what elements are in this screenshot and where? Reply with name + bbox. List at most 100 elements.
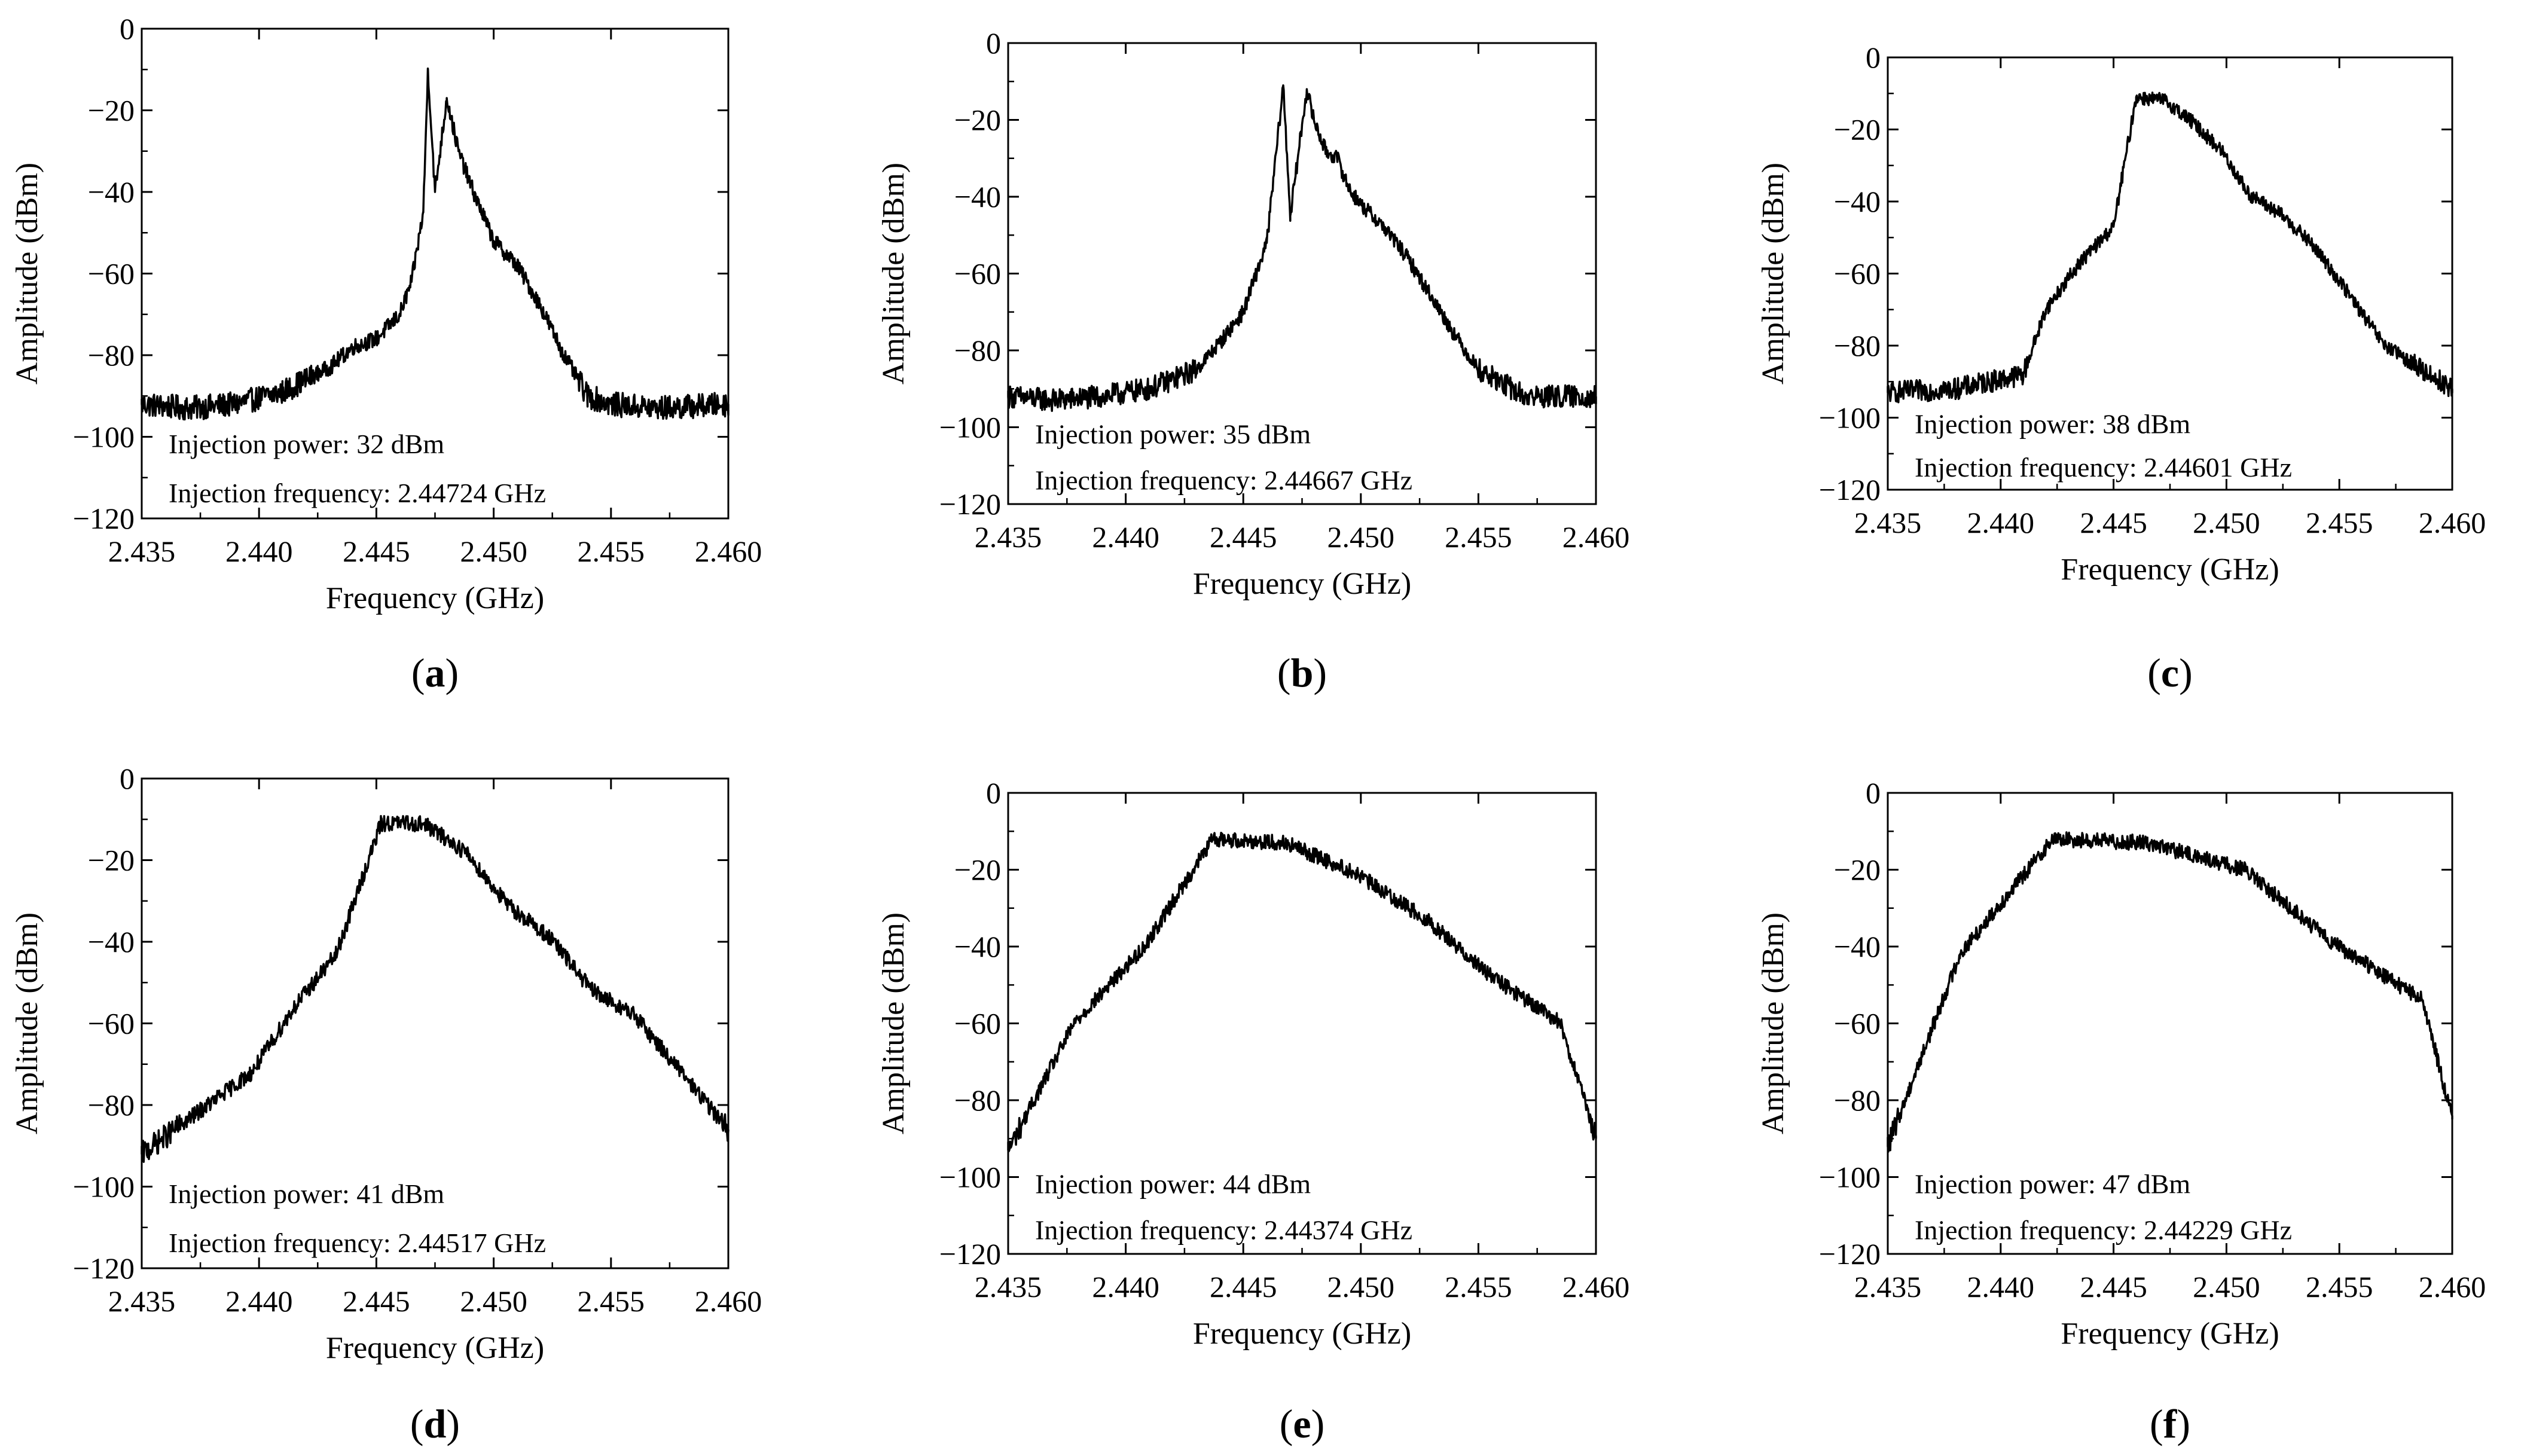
panel-label-letter: a xyxy=(425,650,445,695)
x-axis-label: Frequency (GHz) xyxy=(2061,553,2279,587)
panel-label: (b) xyxy=(1277,650,1327,695)
annotation-frequency: Injection frequency: 2.44229 GHz xyxy=(1915,1214,2292,1245)
y-tick-label: −60 xyxy=(88,257,135,291)
y-tick-label: 0 xyxy=(1866,41,1881,74)
annotation-power: Injection power: 47 dBm xyxy=(1915,1168,2190,1199)
y-tick-label: −20 xyxy=(88,844,135,877)
panel-label-close: ) xyxy=(2179,650,2193,695)
panel-label: (d) xyxy=(410,1401,460,1446)
y-tick-label: −20 xyxy=(954,103,1001,137)
x-tick-label: 2.450 xyxy=(2193,1270,2260,1304)
panel-label-letter: d xyxy=(424,1401,447,1446)
y-tick-label: −20 xyxy=(1834,853,1881,887)
panel-label-letter: f xyxy=(2163,1401,2178,1446)
x-tick-label: 2.460 xyxy=(1562,520,1630,554)
x-tick-label: 2.450 xyxy=(460,535,527,568)
panel-label-letter: e xyxy=(1293,1401,1311,1446)
y-tick-label: −120 xyxy=(939,1237,1001,1271)
x-tick-label: 2.460 xyxy=(1562,1270,1630,1304)
series-line-spectrum xyxy=(1007,84,1597,412)
annotation-frequency: Injection frequency: 2.44517 GHz xyxy=(169,1228,546,1258)
y-tick-label: −100 xyxy=(1819,1161,1881,1194)
y-tick-label: −80 xyxy=(1834,329,1881,362)
y-tick-label: −20 xyxy=(88,94,135,127)
y-tick-label: −40 xyxy=(954,180,1001,213)
panel-label-close: ) xyxy=(446,1401,460,1446)
panel-label: (a) xyxy=(411,650,459,695)
x-tick-label: 2.440 xyxy=(225,1284,293,1318)
chart-panel-b: 2.435 2.440 2.445 2.450 2.455 2.460 0 −20 −40 −60… xyxy=(877,26,1629,695)
x-tick-label: 2.460 xyxy=(695,1284,762,1318)
annotation-power: Injection power: 35 dBm xyxy=(1035,419,1311,449)
x-tick-label: 2.445 xyxy=(343,1284,410,1318)
series-line-spectrum xyxy=(1887,91,2453,404)
x-tick-label: 2.445 xyxy=(2080,1270,2147,1304)
y-axis-label: Amplitude (dBm) xyxy=(877,912,911,1134)
panel-label-open: ( xyxy=(410,1401,424,1446)
annotation-frequency: Injection frequency: 2.44724 GHz xyxy=(169,478,546,508)
y-tick-label: −60 xyxy=(1834,257,1881,291)
x-tick-label: 2.435 xyxy=(1854,1270,1922,1304)
annotation-frequency: Injection frequency: 2.44601 GHz xyxy=(1915,452,2292,483)
x-tick-label: 2.435 xyxy=(975,520,1042,554)
x-tick-label: 2.445 xyxy=(1210,520,1277,554)
x-tick-label: 2.460 xyxy=(2419,1270,2486,1304)
y-tick-label: −120 xyxy=(73,1252,135,1285)
y-tick-label: −80 xyxy=(88,1088,135,1122)
chart-panel-d: 2.435 2.440 2.445 2.450 2.455 2.460 0 −20 −40 −60… xyxy=(10,762,762,1446)
y-tick-label: −40 xyxy=(88,925,135,959)
y-tick-label: 0 xyxy=(1866,776,1881,810)
y-tick-label: −40 xyxy=(1834,185,1881,218)
y-axis-label: Amplitude (dBm) xyxy=(10,912,44,1134)
panel-label-open: ( xyxy=(2147,650,2161,695)
panel-label-open: ( xyxy=(1277,650,1291,695)
panel-label: (e) xyxy=(1280,1401,1325,1446)
x-tick-label: 2.450 xyxy=(1327,1270,1395,1304)
y-tick-label: −60 xyxy=(954,1007,1001,1040)
y-tick-label: −80 xyxy=(1834,1083,1881,1117)
annotation-power: Injection power: 41 dBm xyxy=(169,1179,444,1209)
x-tick-label: 2.440 xyxy=(1092,1270,1159,1304)
y-tick-label: −80 xyxy=(954,1083,1001,1117)
y-axis-label: Amplitude (dBm) xyxy=(10,163,44,384)
x-tick-label: 2.455 xyxy=(2306,1270,2373,1304)
y-tick-label: −100 xyxy=(939,1161,1001,1194)
y-tick-label: −80 xyxy=(954,334,1001,367)
x-tick-label: 2.440 xyxy=(1092,520,1159,554)
series-line-spectrum xyxy=(141,815,730,1163)
annotation-frequency: Injection frequency: 2.44374 GHz xyxy=(1035,1214,1412,1245)
panel-label: (c) xyxy=(2147,650,2193,695)
panel-label-open: ( xyxy=(411,650,425,695)
x-tick-label: 2.445 xyxy=(343,535,410,568)
x-tick-label: 2.455 xyxy=(1445,520,1512,554)
panel-label-close: ) xyxy=(445,650,459,695)
y-tick-label: −120 xyxy=(939,487,1001,521)
panel-label-letter: b xyxy=(1291,650,1314,695)
panel-label-open: ( xyxy=(2150,1401,2163,1446)
x-tick-label: 2.435 xyxy=(108,535,176,568)
y-tick-label: −100 xyxy=(939,411,1001,444)
series-line-spectrum xyxy=(1007,831,1597,1153)
x-tick-label: 2.455 xyxy=(578,1284,645,1318)
x-tick-label: 2.435 xyxy=(108,1284,176,1318)
y-tick-label: −80 xyxy=(88,338,135,372)
x-axis-label: Frequency (GHz) xyxy=(326,581,544,615)
y-axis-label: Amplitude (dBm) xyxy=(877,163,911,384)
x-tick-label: 2.450 xyxy=(1327,520,1395,554)
panel-label-open: ( xyxy=(1280,1401,1293,1446)
chart-panel-a: 2.435 2.440 2.445 2.450 2.455 2.460 0 −20 −40 −60… xyxy=(10,12,762,695)
x-tick-label: 2.445 xyxy=(1210,1270,1277,1304)
x-tick-label: 2.450 xyxy=(2193,506,2260,539)
annotation-frequency: Injection frequency: 2.44667 GHz xyxy=(1035,465,1412,495)
x-axis-label: Frequency (GHz) xyxy=(1193,1317,1411,1351)
y-tick-label: −100 xyxy=(1819,401,1881,435)
chart-panel-f: 2.435 2.440 2.445 2.450 2.455 2.460 0 −20 −40 −60… xyxy=(1756,776,2486,1446)
panel-label: (f) xyxy=(2150,1401,2190,1446)
y-tick-label: −60 xyxy=(954,257,1001,291)
series-line-spectrum xyxy=(141,67,730,421)
x-axis-label: Frequency (GHz) xyxy=(1193,567,1411,601)
panel-label-close: ) xyxy=(1313,650,1327,695)
y-tick-label: −100 xyxy=(73,1170,135,1204)
y-tick-label: 0 xyxy=(986,776,1001,810)
